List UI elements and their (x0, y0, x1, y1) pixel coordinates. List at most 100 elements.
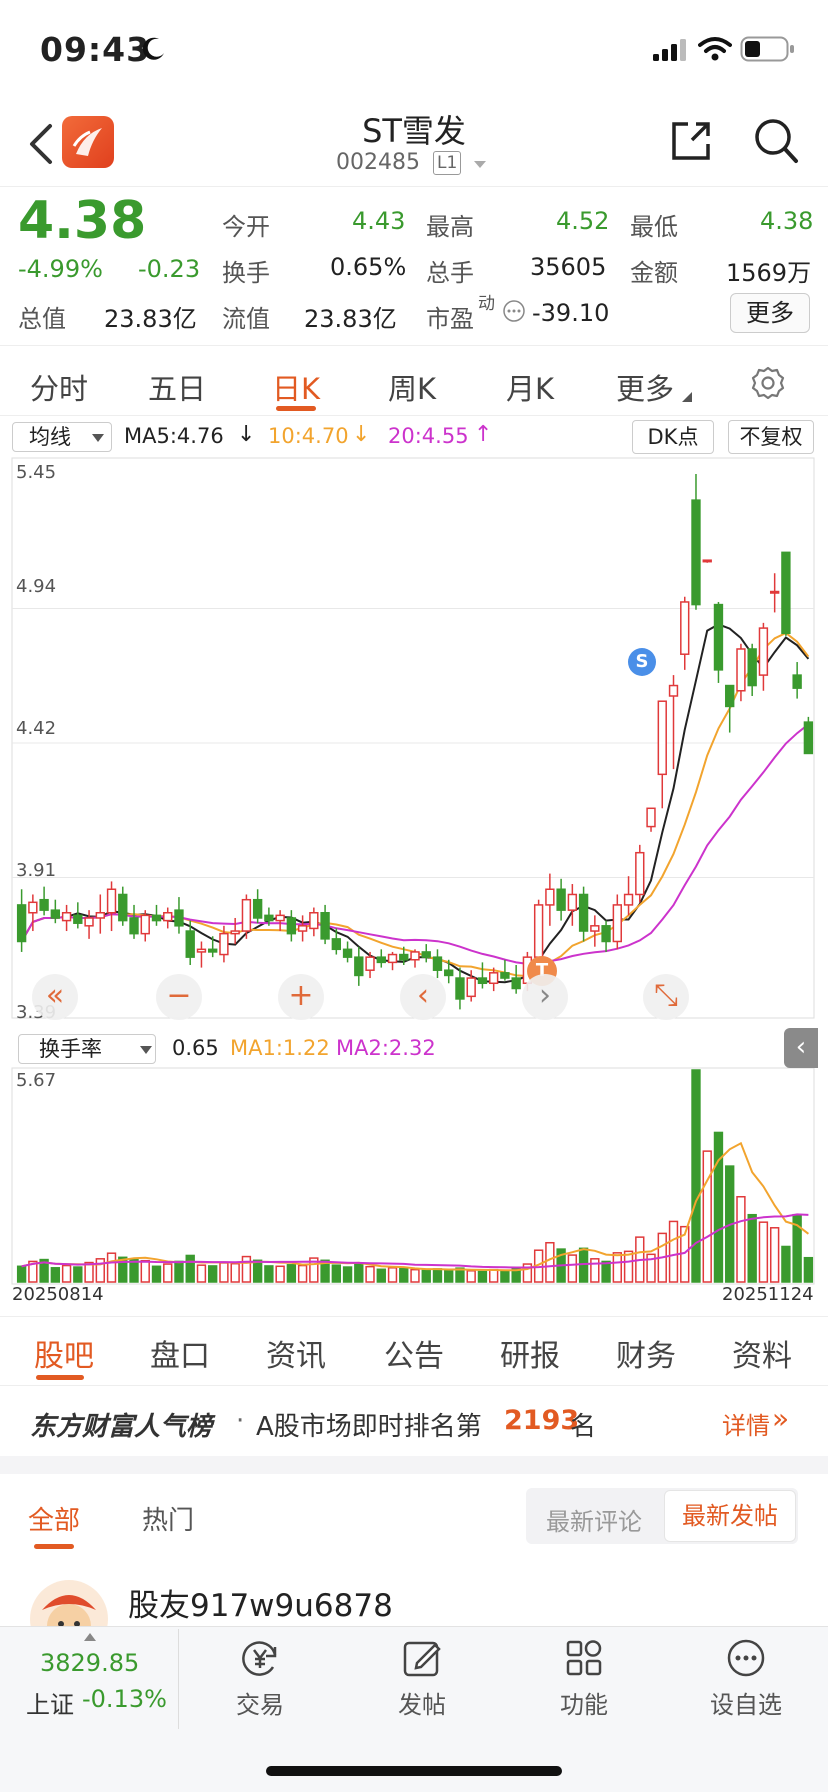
tab-intraday[interactable]: 分时 (30, 372, 89, 406)
collapse-panel-button[interactable]: ‹ (784, 1028, 818, 1068)
scroll-left-fast-button[interactable]: « (32, 974, 78, 1020)
turnover-bar (691, 1069, 701, 1283)
popularity-rank-banner[interactable]: 东方财富人气榜 · A股市场即时排名第 2193 名 详情 » (0, 1386, 828, 1456)
battery-icon (740, 36, 794, 62)
nav-trade[interactable]: 交易 (210, 1637, 310, 1720)
tab-daily-k[interactable]: 日K (272, 372, 321, 406)
dropdown-caret-icon[interactable] (473, 160, 487, 170)
candle-body (399, 953, 409, 961)
sub-indicator-select[interactable]: 换手率 (18, 1034, 156, 1064)
nav-post[interactable]: 发帖 (372, 1637, 472, 1720)
candle-body (657, 700, 667, 776)
forum-feed: 全部 热门 最新评论 最新发帖 股友917w9u6878 (0, 1474, 828, 1658)
settings-gear-icon[interactable] (751, 366, 785, 400)
candle-body (488, 972, 499, 985)
candle-body (219, 932, 229, 956)
sub-y-tick-label: 5.67 (16, 1070, 57, 1091)
candle-body (275, 914, 285, 922)
tab-monthly-k[interactable]: 月K (506, 372, 555, 406)
candle-body (241, 898, 252, 932)
turnover-bar (758, 1221, 769, 1283)
tab-news[interactable]: 资讯 (266, 1339, 326, 1374)
nav-add-watchlist[interactable]: 设自选 (696, 1637, 796, 1720)
index-value[interactable]: 3829.85 (40, 1649, 140, 1677)
zoom-in-button[interactable]: + (278, 974, 324, 1020)
change-amount: -0.23 (138, 255, 201, 283)
zoom-out-button[interactable]: − (156, 974, 202, 1020)
index-name: 上证 (26, 1691, 74, 1719)
candle-body (16, 904, 27, 943)
turnover-bar (354, 1262, 364, 1283)
y-tick-label: 4.94 (16, 576, 57, 597)
turnover-bar (713, 1131, 724, 1283)
post-username[interactable]: 股友917w9u6878 (128, 1588, 393, 1624)
tab-forum[interactable]: 股吧 (34, 1339, 94, 1374)
turnover-bar (252, 1259, 263, 1283)
no-adjust-button[interactable]: 不复权 (728, 420, 814, 454)
candle-body (309, 912, 319, 930)
tab-announcements[interactable]: 公告 (384, 1339, 444, 1374)
turnover-bar (140, 1259, 150, 1283)
kline-chart[interactable] (0, 416, 828, 1316)
candle-body (95, 912, 105, 919)
share-icon[interactable] (668, 118, 714, 164)
turnover-bar (16, 1265, 27, 1283)
candle-body (286, 917, 297, 935)
tab-order-book[interactable]: 盘口 (150, 1339, 210, 1374)
level-badge[interactable]: L1 (433, 151, 462, 175)
candle-body (713, 603, 724, 671)
tab-profile[interactable]: 资料 (732, 1339, 792, 1374)
rank-number: 2193 (504, 1405, 580, 1436)
turnover-bar (444, 1269, 454, 1283)
corner-caret-icon (682, 392, 692, 402)
turnover-bar (95, 1258, 105, 1283)
nav-label: 交易 (236, 1691, 284, 1719)
turnover-bar (208, 1265, 218, 1283)
tab-five-day[interactable]: 五日 (148, 372, 207, 406)
feed-tab-all[interactable]: 全部 (28, 1506, 81, 1536)
y-tick-label: 5.45 (16, 462, 57, 483)
search-icon[interactable] (752, 116, 800, 166)
turnover-bar (297, 1264, 308, 1283)
back-icon[interactable] (26, 122, 56, 166)
turnover-bar (39, 1258, 49, 1283)
nav-functions[interactable]: 功能 (534, 1637, 634, 1720)
rank-dot: · (236, 1406, 245, 1436)
feed-tab-hot[interactable]: 热门 (142, 1506, 195, 1536)
info-dots-icon[interactable] (502, 299, 526, 323)
fullscreen-button[interactable]: ⤡ (643, 974, 689, 1020)
candle-body (376, 956, 386, 964)
tab-research[interactable]: 研报 (500, 1339, 560, 1374)
sort-latest-post[interactable]: 最新发帖 (664, 1490, 796, 1542)
rank-suffix: 名 (570, 1412, 597, 1442)
tab-more[interactable]: 更多 (616, 372, 675, 406)
turnover-ma1-line (21, 1141, 810, 1272)
turnover-bar (410, 1268, 420, 1283)
index-change: -0.13% (82, 1685, 167, 1713)
turnover-ma-lines (21, 1141, 810, 1272)
more-button[interactable]: 更多 (730, 293, 810, 333)
candle-body (702, 559, 712, 563)
change-percent: -4.99% (18, 255, 103, 283)
turnover-value: 0.65% (330, 253, 407, 281)
candle-body (106, 888, 117, 914)
candle-body (196, 948, 207, 953)
dk-point-button[interactable]: DK点 (632, 420, 714, 454)
ma10-arrow-icon: ↓ (352, 422, 371, 447)
stock-header: ST雪发 002485 L1 (0, 100, 828, 186)
amount-value: 1569万 (726, 259, 812, 287)
nav-label: 功能 (560, 1691, 608, 1719)
turnover-bar (309, 1257, 319, 1283)
candle-body (769, 590, 780, 594)
tab-financials[interactable]: 财务 (616, 1339, 676, 1374)
sort-latest-comment[interactable]: 最新评论 (546, 1508, 642, 1536)
active-section-indicator (36, 1375, 84, 1380)
rank-detail-link[interactable]: 详情 (722, 1412, 770, 1440)
stock-code: 002485 (336, 150, 420, 175)
indicator-select[interactable]: 均线 (12, 422, 112, 452)
signal-marker-s[interactable]: S (628, 648, 656, 676)
scroll-right-button[interactable]: › (522, 974, 568, 1020)
scroll-left-button[interactable]: ‹ (400, 974, 446, 1020)
candle-body (455, 977, 465, 1000)
tab-weekly-k[interactable]: 周K (388, 372, 437, 406)
